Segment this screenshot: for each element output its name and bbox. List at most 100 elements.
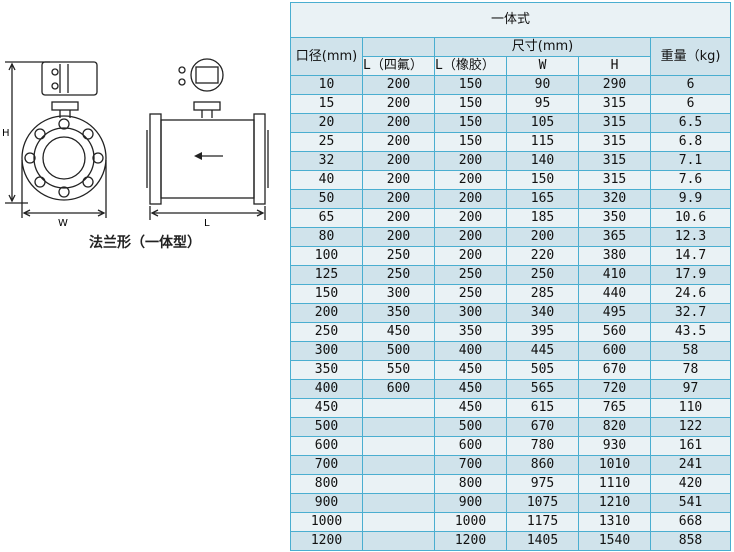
table-cell: 1000 bbox=[434, 512, 507, 532]
table-cell: 290 bbox=[578, 75, 651, 95]
table-cell: 9.9 bbox=[650, 189, 731, 209]
table-cell bbox=[362, 493, 435, 513]
table-cell: 241 bbox=[650, 455, 731, 475]
table-row: 600 600 780 930 161 bbox=[290, 436, 731, 456]
table-cell: 14.7 bbox=[650, 246, 731, 266]
table-cell: 365 bbox=[578, 227, 651, 247]
table-cell: 820 bbox=[578, 417, 651, 437]
table-cell: 150 bbox=[434, 132, 507, 152]
table-cell: 400 bbox=[434, 341, 507, 361]
table-row: 1000 1000 1175 1310 668 bbox=[290, 512, 731, 532]
table-row: 300 500 400 445 600 58 bbox=[290, 341, 731, 361]
table-cell: 615 bbox=[506, 398, 579, 418]
table-cell: 700 bbox=[290, 455, 363, 475]
table-cell: 150 bbox=[434, 75, 507, 95]
table-cell: 315 bbox=[578, 94, 651, 114]
table-row: 10 200 150 90 290 6 bbox=[290, 75, 731, 95]
table-cell: 10 bbox=[290, 75, 363, 95]
table-cell: 670 bbox=[578, 360, 651, 380]
table-cell: 95 bbox=[506, 94, 579, 114]
table-cell: 50 bbox=[290, 189, 363, 209]
table-cell: 161 bbox=[650, 436, 731, 456]
header-h: H bbox=[578, 56, 651, 76]
table-cell: 440 bbox=[578, 284, 651, 304]
table-cell: 565 bbox=[506, 379, 579, 399]
table-cell: 315 bbox=[578, 113, 651, 133]
table-cell: 200 bbox=[434, 227, 507, 247]
table-cell: 200 bbox=[362, 151, 435, 171]
table-cell: 32 bbox=[290, 151, 363, 171]
table-cell: 600 bbox=[434, 436, 507, 456]
table-cell: 200 bbox=[362, 132, 435, 152]
table-cell: 495 bbox=[578, 303, 651, 323]
table-cell: 250 bbox=[434, 265, 507, 285]
table-row: 200 350 300 340 495 32.7 bbox=[290, 303, 731, 323]
table-cell: 720 bbox=[578, 379, 651, 399]
table-row: 20 200 150 105 315 6.5 bbox=[290, 113, 731, 133]
table-cell: 90 bbox=[506, 75, 579, 95]
table-cell: 315 bbox=[578, 132, 651, 152]
table-cell: 500 bbox=[434, 417, 507, 437]
table-cell: 200 bbox=[434, 170, 507, 190]
table-cell: 340 bbox=[506, 303, 579, 323]
table-cell: 1075 bbox=[506, 493, 579, 513]
table-row: 80 200 200 200 365 12.3 bbox=[290, 227, 731, 247]
table-cell: 670 bbox=[506, 417, 579, 437]
table-cell: 220 bbox=[506, 246, 579, 266]
header-w: W bbox=[506, 56, 579, 76]
table-cell: 200 bbox=[434, 189, 507, 209]
table-cell: 20 bbox=[290, 113, 363, 133]
table-cell: 6 bbox=[650, 75, 731, 95]
table-cell: 765 bbox=[578, 398, 651, 418]
table-cell: 250 bbox=[362, 246, 435, 266]
table-cell: 800 bbox=[290, 474, 363, 494]
table-cell: 78 bbox=[650, 360, 731, 380]
table-row: 900 900 1075 1210 541 bbox=[290, 493, 731, 513]
table-cell: 200 bbox=[362, 189, 435, 209]
table-cell: 200 bbox=[506, 227, 579, 247]
table-row: 500 500 670 820 122 bbox=[290, 417, 731, 437]
table-cell: 100 bbox=[290, 246, 363, 266]
table-cell: 97 bbox=[650, 379, 731, 399]
table-cell: 105 bbox=[506, 113, 579, 133]
table-cell: 420 bbox=[650, 474, 731, 494]
table-cell: 1200 bbox=[434, 531, 507, 551]
table-cell: 200 bbox=[362, 113, 435, 133]
header-diameter: 口径(mm) bbox=[290, 37, 363, 76]
table-cell: 250 bbox=[506, 265, 579, 285]
table-row: 400 600 450 565 720 97 bbox=[290, 379, 731, 399]
table-cell: 150 bbox=[434, 94, 507, 114]
table-cell: 17.9 bbox=[650, 265, 731, 285]
table-cell: 975 bbox=[506, 474, 579, 494]
table-cell: 1110 bbox=[578, 474, 651, 494]
header-weight: 重量（kg) bbox=[650, 37, 731, 76]
header-l-rubber: L（橡胶） bbox=[434, 56, 507, 76]
table-row: 50 200 200 165 320 9.9 bbox=[290, 189, 731, 209]
table-cell: 600 bbox=[290, 436, 363, 456]
table-cell: 125 bbox=[290, 265, 363, 285]
table-cell: 315 bbox=[578, 151, 651, 171]
table-cell: 165 bbox=[506, 189, 579, 209]
table-cell: 1405 bbox=[506, 531, 579, 551]
table-row: 350 550 450 505 670 78 bbox=[290, 360, 731, 380]
table-cell: 900 bbox=[434, 493, 507, 513]
table-cell: 600 bbox=[362, 379, 435, 399]
table-cell: 110 bbox=[650, 398, 731, 418]
table-cell: 58 bbox=[650, 341, 731, 361]
table-cell: 500 bbox=[362, 341, 435, 361]
table-cell: 80 bbox=[290, 227, 363, 247]
table-cell bbox=[362, 531, 435, 551]
table-cell: 550 bbox=[362, 360, 435, 380]
table-cell: 450 bbox=[362, 322, 435, 342]
table-cell: 350 bbox=[578, 208, 651, 228]
table-cell: 350 bbox=[362, 303, 435, 323]
table-cell: 1175 bbox=[506, 512, 579, 532]
table-cell: 6 bbox=[650, 94, 731, 114]
table-cell: 115 bbox=[506, 132, 579, 152]
table-cell: 122 bbox=[650, 417, 731, 437]
table-cell bbox=[362, 398, 435, 418]
table-cell: 200 bbox=[362, 208, 435, 228]
table-cell: 7.1 bbox=[650, 151, 731, 171]
flange-meter-drawing: H W L bbox=[2, 58, 269, 229]
table-cell: 445 bbox=[506, 341, 579, 361]
